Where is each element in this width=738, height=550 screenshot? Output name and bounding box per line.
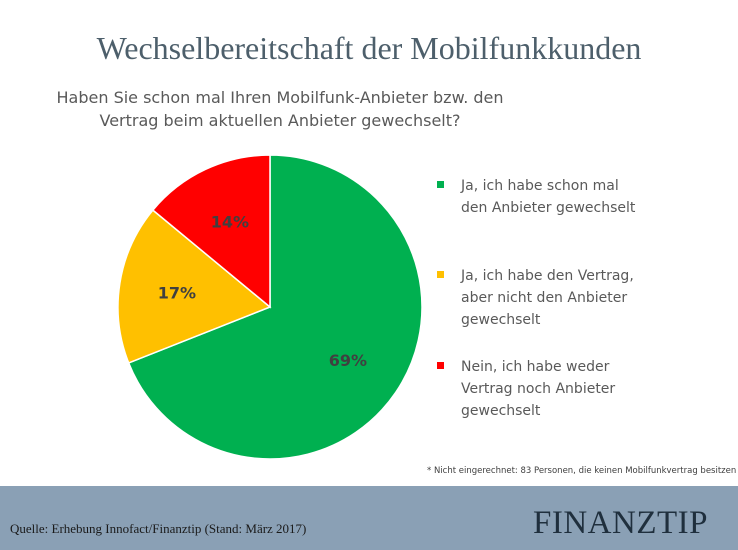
legend-swatch (437, 181, 444, 188)
legend-label-line: Ja, ich habe den Vertrag, (461, 268, 634, 284)
legend-label-line: Vertrag noch Anbieter (461, 381, 616, 397)
slice-value-label: 14% (211, 213, 249, 232)
slice-nein (151, 154, 271, 309)
legend-label-line: Nein, ich habe weder (461, 359, 610, 375)
slice-ja-vertrag (117, 209, 272, 364)
legend-label: Nein, ich habe weder Vertrag noch Anbiet… (461, 356, 661, 422)
footnote: * Nicht eingerechnet: 83 Personen, die k… (427, 466, 737, 476)
legend-label-line: gewechselt (461, 312, 541, 328)
pie-chart: 69% 17% 14% (117, 154, 423, 460)
legend-label: Ja, ich habe schon mal den Anbieter gewe… (461, 175, 661, 219)
legend-label: Ja, ich habe den Vertrag, aber nicht den… (461, 265, 661, 331)
legend-swatch (437, 271, 444, 278)
footer-bar: Quelle: Erhebung Innofact/Finanztip (Sta… (0, 486, 738, 550)
legend-label-line: den Anbieter gewechselt (461, 200, 636, 216)
legend-label-line: gewechselt (461, 403, 541, 419)
source-text: Quelle: Erhebung Innofact/Finanztip (Sta… (10, 521, 307, 536)
slice-value-label: 17% (158, 283, 196, 302)
slice-value-label: 69% (329, 351, 367, 370)
finanztip-logo: FINANZTIP (533, 505, 708, 541)
subtitle-line: Haben Sie schon mal Ihren Mobilfunk-Anbi… (56, 88, 504, 107)
legend-label-line: aber nicht den Anbieter (461, 290, 628, 306)
chart-title: Wechselbereitschaft der Mobilfunkkunden (96, 30, 642, 66)
slice-ja-anbieter (127, 154, 423, 460)
legend-label-line: Ja, ich habe schon mal (461, 178, 619, 194)
legend-swatch (437, 362, 444, 369)
chart-subtitle: Haben Sie schon mal Ihren Mobilfunk-Anbi… (20, 86, 540, 132)
subtitle-line: Vertrag beim aktuellen Anbieter gewechse… (99, 111, 461, 130)
